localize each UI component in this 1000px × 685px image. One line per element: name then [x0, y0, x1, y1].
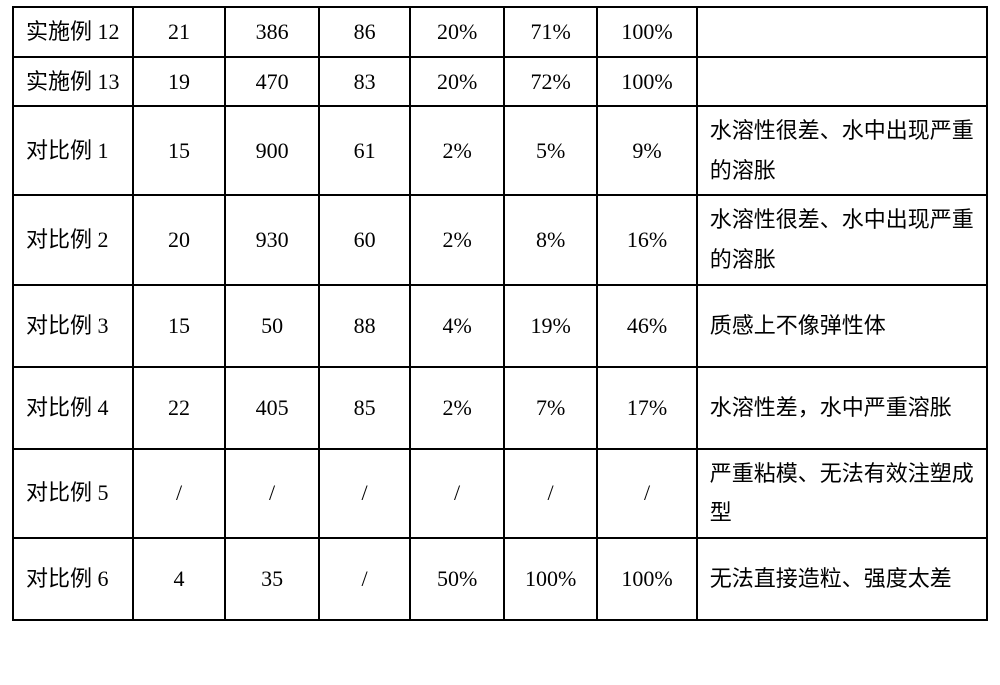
row-value: 8%	[504, 195, 598, 284]
row-value: 46%	[597, 285, 696, 367]
row-value: 17%	[597, 367, 696, 449]
row-label: 对比例 5	[13, 449, 133, 538]
row-remark: 水溶性很差、水中出现严重的溶胀	[697, 195, 987, 284]
row-value: 930	[225, 195, 319, 284]
row-remark: 水溶性差，水中严重溶胀	[697, 367, 987, 449]
row-value: 405	[225, 367, 319, 449]
row-value: 386	[225, 7, 319, 57]
row-value: /	[133, 449, 226, 538]
row-value: 15	[133, 285, 226, 367]
row-value: 2%	[410, 195, 504, 284]
row-value: /	[319, 538, 411, 620]
row-value: /	[410, 449, 504, 538]
table-row: 实施例 12213868620%71%100%	[13, 7, 987, 57]
row-value: 100%	[504, 538, 598, 620]
row-value: 21	[133, 7, 226, 57]
row-value: 20%	[410, 7, 504, 57]
row-value: 85	[319, 367, 411, 449]
row-value: 100%	[597, 57, 696, 107]
row-value: 20	[133, 195, 226, 284]
row-value: 16%	[597, 195, 696, 284]
row-value: /	[504, 449, 598, 538]
row-remark: 无法直接造粒、强度太差	[697, 538, 987, 620]
row-value: /	[319, 449, 411, 538]
row-label: 实施例 12	[13, 7, 133, 57]
data-table: 实施例 12213868620%71%100%实施例 13194708320%7…	[12, 6, 988, 621]
row-value: 20%	[410, 57, 504, 107]
table-row: 对比例 220930602%8%16%水溶性很差、水中出现严重的溶胀	[13, 195, 987, 284]
row-label: 对比例 3	[13, 285, 133, 367]
row-value: 9%	[597, 106, 696, 195]
row-remark: 质感上不像弹性体	[697, 285, 987, 367]
row-value: 61	[319, 106, 411, 195]
row-remark: 严重粘模、无法有效注塑成型	[697, 449, 987, 538]
row-value: 19%	[504, 285, 598, 367]
row-value: 2%	[410, 106, 504, 195]
row-value: /	[225, 449, 319, 538]
row-value: 35	[225, 538, 319, 620]
table-row: 对比例 5//////严重粘模、无法有效注塑成型	[13, 449, 987, 538]
table-row: 对比例 115900612%5%9%水溶性很差、水中出现严重的溶胀	[13, 106, 987, 195]
row-label: 对比例 6	[13, 538, 133, 620]
row-label: 对比例 1	[13, 106, 133, 195]
row-value: 71%	[504, 7, 598, 57]
row-value: 88	[319, 285, 411, 367]
row-value: 4%	[410, 285, 504, 367]
table-row: 对比例 31550884%19%46%质感上不像弹性体	[13, 285, 987, 367]
row-value: 100%	[597, 7, 696, 57]
row-value: 83	[319, 57, 411, 107]
table-row: 对比例 6435/50%100%100%无法直接造粒、强度太差	[13, 538, 987, 620]
row-value: 2%	[410, 367, 504, 449]
row-value: 7%	[504, 367, 598, 449]
row-value: 4	[133, 538, 226, 620]
row-value: 100%	[597, 538, 696, 620]
row-remark: 水溶性很差、水中出现严重的溶胀	[697, 106, 987, 195]
row-remark	[697, 7, 987, 57]
table-row: 对比例 422405852%7%17%水溶性差，水中严重溶胀	[13, 367, 987, 449]
row-value: /	[597, 449, 696, 538]
row-value: 470	[225, 57, 319, 107]
row-value: 86	[319, 7, 411, 57]
row-value: 15	[133, 106, 226, 195]
row-label: 对比例 4	[13, 367, 133, 449]
table-row: 实施例 13194708320%72%100%	[13, 57, 987, 107]
row-value: 50	[225, 285, 319, 367]
row-value: 900	[225, 106, 319, 195]
row-value: 72%	[504, 57, 598, 107]
row-label: 实施例 13	[13, 57, 133, 107]
row-value: 60	[319, 195, 411, 284]
row-value: 5%	[504, 106, 598, 195]
row-value: 22	[133, 367, 226, 449]
row-value: 19	[133, 57, 226, 107]
row-label: 对比例 2	[13, 195, 133, 284]
row-value: 50%	[410, 538, 504, 620]
row-remark	[697, 57, 987, 107]
